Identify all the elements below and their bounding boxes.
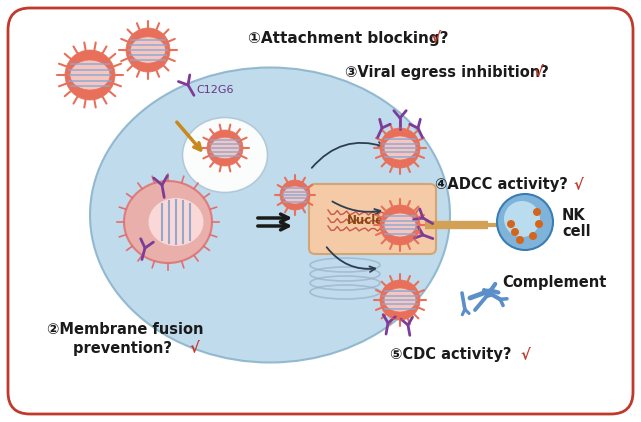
Ellipse shape <box>134 39 162 61</box>
Ellipse shape <box>90 68 450 362</box>
FancyBboxPatch shape <box>309 184 436 254</box>
Ellipse shape <box>387 138 413 158</box>
Circle shape <box>504 201 540 237</box>
Circle shape <box>529 232 537 240</box>
Text: ①Attachment blocking?: ①Attachment blocking? <box>248 30 449 46</box>
Text: ④ADCC activity?: ④ADCC activity? <box>435 178 573 192</box>
FancyBboxPatch shape <box>8 8 633 414</box>
Text: NK: NK <box>562 208 586 222</box>
Text: √: √ <box>430 30 440 46</box>
Text: √: √ <box>573 178 583 192</box>
Ellipse shape <box>124 181 212 263</box>
Circle shape <box>280 180 310 210</box>
Ellipse shape <box>387 215 413 235</box>
Circle shape <box>497 194 553 250</box>
Text: ⑤CDC activity?: ⑤CDC activity? <box>390 347 517 362</box>
Ellipse shape <box>130 37 165 63</box>
Text: √: √ <box>533 65 543 79</box>
Ellipse shape <box>283 186 307 204</box>
Circle shape <box>516 236 524 244</box>
Text: √: √ <box>189 341 199 355</box>
Circle shape <box>380 128 420 168</box>
Circle shape <box>507 220 515 228</box>
Ellipse shape <box>149 198 203 246</box>
Circle shape <box>207 130 243 166</box>
Text: cell: cell <box>562 225 590 240</box>
Ellipse shape <box>74 62 106 87</box>
Text: prevention?: prevention? <box>73 341 177 355</box>
Ellipse shape <box>384 288 416 312</box>
Text: ③Viral egress inhibition?: ③Viral egress inhibition? <box>345 65 554 79</box>
Ellipse shape <box>285 187 304 203</box>
Ellipse shape <box>211 137 239 159</box>
Circle shape <box>380 205 420 245</box>
Ellipse shape <box>183 117 267 192</box>
Ellipse shape <box>387 290 413 310</box>
Text: Nucleus: Nucleus <box>347 214 399 227</box>
Text: ②Membrane fusion: ②Membrane fusion <box>47 322 203 338</box>
Circle shape <box>380 280 420 320</box>
Circle shape <box>511 228 519 236</box>
Circle shape <box>533 208 541 216</box>
Ellipse shape <box>70 60 110 90</box>
Text: C12G6: C12G6 <box>196 85 233 95</box>
Ellipse shape <box>384 136 416 160</box>
Circle shape <box>126 28 170 72</box>
Circle shape <box>535 220 543 228</box>
Ellipse shape <box>213 139 237 157</box>
Text: √: √ <box>520 347 529 362</box>
Ellipse shape <box>384 213 416 237</box>
Text: Complement: Complement <box>502 276 606 290</box>
Circle shape <box>65 50 115 100</box>
